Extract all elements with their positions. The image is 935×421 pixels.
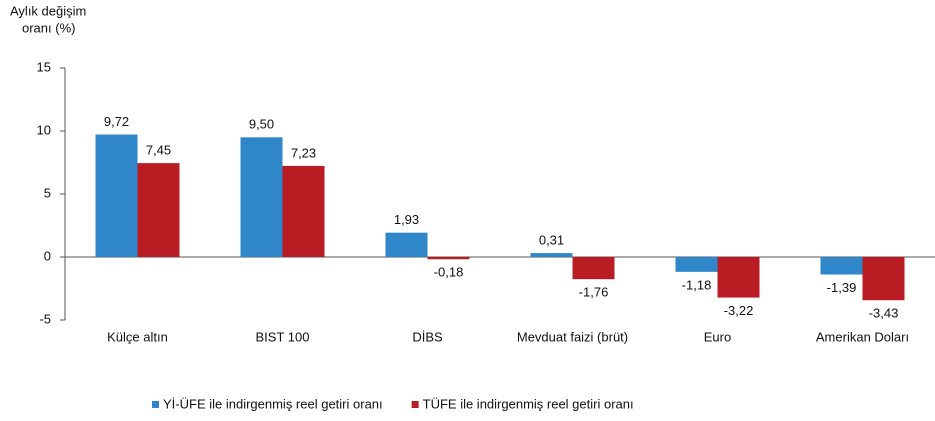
y-tick-label: -5 [39,311,51,326]
y-tick-label: 10 [37,122,51,137]
x-tick-label: BIST 100 [256,329,310,344]
x-tick-label: DİBS [412,329,443,344]
bar [95,134,138,257]
value-label: 9,50 [249,117,274,132]
value-label: 1,93 [394,212,419,227]
legend-swatch [411,401,419,408]
legend-swatch [152,401,159,408]
bar [530,253,573,257]
bar [820,257,863,275]
value-label: 9,72 [104,114,129,129]
legend-label: TÜFE ile indirgenmiş reel getiri oranı [423,396,634,411]
x-tick-label: Amerikan Doları [816,329,909,344]
y-axis-label: Aylık değişim [10,3,86,18]
x-tick-label: Euro [704,329,731,344]
bar [137,163,180,257]
bar [385,232,428,257]
bar [717,257,760,298]
bar [675,257,718,272]
value-label: 7,45 [146,143,171,158]
value-label: -1,18 [682,277,712,292]
value-label: -1,76 [579,285,609,300]
x-tick-label: Mevduat faizi (brüt) [517,329,628,344]
value-label: -1,39 [827,280,857,295]
bar [862,257,905,301]
value-label: -3,43 [869,306,899,321]
y-axis-label: oranı (%) [22,20,75,35]
value-label: 7,23 [291,145,316,160]
y-tick-label: 15 [37,59,51,74]
value-label: 0,31 [539,233,564,248]
bar [240,137,283,257]
bar [427,257,470,260]
bar [282,165,325,257]
legend-label: Yİ-ÜFE ile indirgenmiş reel getiri oranı [163,396,383,411]
value-label: -0,18 [434,265,464,280]
y-tick-label: 5 [44,185,51,200]
bar [572,257,615,280]
x-tick-label: Külçe altın [107,329,168,344]
y-tick-label: 0 [44,248,51,263]
value-label: -3,22 [724,303,754,318]
